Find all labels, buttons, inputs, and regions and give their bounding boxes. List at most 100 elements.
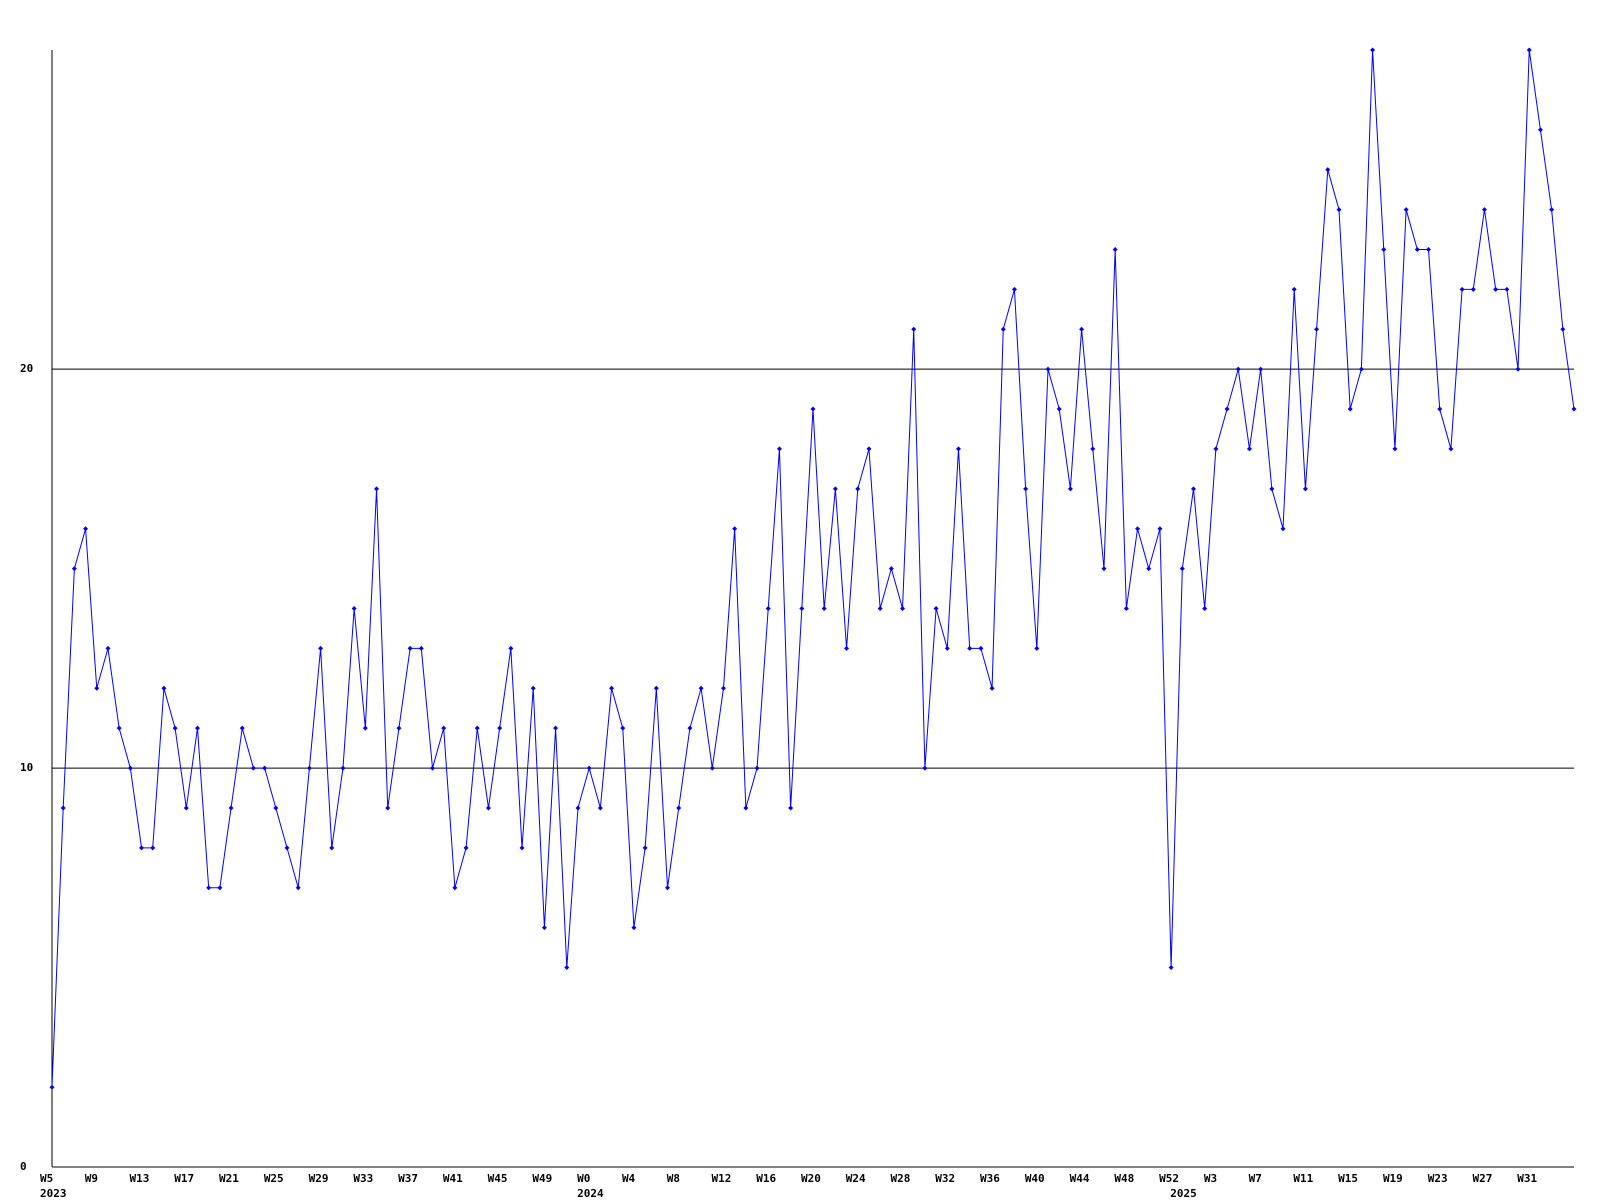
marker (978, 645, 984, 651)
x-tick-label: W28 (891, 1172, 911, 1185)
x-tick-label: W9 (85, 1172, 98, 1185)
marker (698, 685, 704, 691)
marker (116, 725, 122, 731)
marker (1135, 526, 1141, 532)
marker (1493, 286, 1499, 292)
marker (262, 765, 268, 771)
marker (1269, 486, 1275, 492)
marker (900, 606, 906, 611)
marker (284, 845, 290, 851)
marker (161, 685, 167, 691)
marker (1392, 446, 1398, 452)
x-tick-label: W21 (219, 1172, 239, 1185)
marker (1246, 446, 1252, 452)
marker (564, 965, 570, 971)
x-tick-label: W48 (1114, 1172, 1134, 1185)
marker (743, 805, 749, 811)
x-tick-label: W45 (488, 1172, 508, 1185)
marker (407, 645, 413, 651)
marker (1079, 326, 1085, 332)
marker (821, 606, 827, 611)
marker (653, 685, 659, 691)
marker (1325, 167, 1331, 173)
x-tick-label: W19 (1383, 1172, 1403, 1185)
marker (1101, 566, 1107, 572)
marker (776, 446, 782, 452)
marker (1336, 207, 1342, 213)
year-label: 2025 (1170, 1187, 1197, 1200)
marker (1459, 286, 1465, 292)
marker (1168, 965, 1174, 971)
marker (508, 645, 514, 651)
marker (844, 645, 850, 651)
marker (206, 885, 212, 891)
marker (933, 606, 939, 611)
marker (441, 725, 447, 731)
x-tick-label: W17 (174, 1172, 194, 1185)
x-tick-label: W36 (980, 1172, 1000, 1185)
marker (541, 925, 547, 931)
marker (676, 805, 682, 811)
marker (1213, 446, 1219, 452)
marker (1011, 286, 1017, 292)
marker (1381, 246, 1387, 252)
marker (150, 845, 156, 851)
marker (642, 845, 648, 851)
marker (485, 805, 491, 811)
marker (1291, 286, 1297, 292)
x-tick-label: W13 (130, 1172, 150, 1185)
marker (720, 685, 726, 691)
marker (1526, 47, 1532, 53)
marker (329, 845, 335, 851)
x-tick-label: W31 (1517, 1172, 1537, 1185)
marker (1224, 406, 1230, 412)
marker (1034, 645, 1040, 651)
marker (1067, 486, 1073, 492)
x-tick-label: W29 (309, 1172, 329, 1185)
x-tick-label: W27 (1472, 1172, 1492, 1185)
marker (1314, 326, 1320, 332)
x-tick-label: W41 (443, 1172, 463, 1185)
marker (60, 805, 66, 811)
x-tick-label: W44 (1070, 1172, 1090, 1185)
marker (1023, 486, 1029, 492)
marker (374, 486, 380, 492)
marker (1437, 406, 1443, 412)
marker (418, 645, 424, 651)
x-tick-label: W37 (398, 1172, 418, 1185)
marker (1280, 526, 1286, 532)
marker (1235, 366, 1241, 372)
marker (105, 645, 111, 651)
marker (732, 526, 738, 532)
marker (1560, 326, 1566, 332)
marker (385, 805, 391, 811)
marker (183, 805, 189, 811)
marker (1123, 606, 1129, 611)
marker (888, 566, 894, 572)
x-tick-label: W25 (264, 1172, 284, 1185)
x-tick-label: W23 (1428, 1172, 1448, 1185)
x-tick-label: W32 (935, 1172, 955, 1185)
marker (1448, 446, 1454, 452)
x-tick-label: W49 (532, 1172, 552, 1185)
marker (1470, 286, 1476, 292)
marker (1202, 606, 1208, 611)
marker (754, 765, 760, 771)
marker (709, 765, 715, 771)
year-label: 2023 (40, 1187, 67, 1200)
y-tick-label: 10 (20, 761, 33, 774)
marker (922, 765, 928, 771)
marker (1090, 446, 1096, 452)
marker (1000, 326, 1006, 332)
marker (765, 606, 771, 611)
marker (239, 725, 245, 731)
marker (194, 725, 200, 731)
x-tick-label: W40 (1025, 1172, 1045, 1185)
marker (474, 725, 480, 731)
marker (396, 725, 402, 731)
marker (1515, 366, 1521, 372)
marker (228, 805, 234, 811)
line (51, 49, 1575, 1088)
marker (586, 765, 592, 771)
x-tick-label: W12 (711, 1172, 731, 1185)
